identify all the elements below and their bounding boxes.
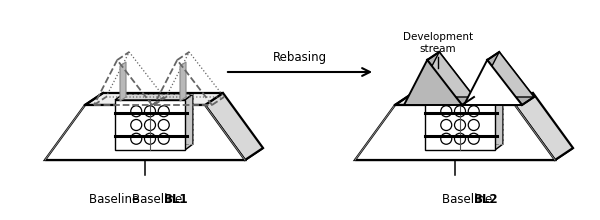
Polygon shape <box>416 52 474 97</box>
Polygon shape <box>205 93 263 160</box>
Text: Development
stream: Development stream <box>403 32 473 54</box>
Polygon shape <box>464 60 522 105</box>
Circle shape <box>455 106 466 117</box>
Circle shape <box>441 133 452 144</box>
Polygon shape <box>476 52 534 97</box>
Polygon shape <box>395 93 533 105</box>
Circle shape <box>441 106 452 117</box>
Polygon shape <box>425 100 495 150</box>
Circle shape <box>145 106 155 117</box>
Circle shape <box>145 133 155 144</box>
Polygon shape <box>355 148 573 160</box>
Text: Baseline BL1: Baseline BL1 <box>67 193 143 206</box>
Circle shape <box>158 106 169 117</box>
Text: BL1: BL1 <box>164 193 188 206</box>
Circle shape <box>158 119 169 130</box>
Circle shape <box>131 106 142 117</box>
Text: Baseline: Baseline <box>89 193 143 206</box>
Circle shape <box>468 133 479 144</box>
Circle shape <box>441 119 452 130</box>
Circle shape <box>131 133 142 144</box>
Polygon shape <box>85 93 223 105</box>
Polygon shape <box>115 100 185 150</box>
Text: Baseline: Baseline <box>132 193 186 206</box>
Polygon shape <box>404 60 462 105</box>
Polygon shape <box>120 62 126 101</box>
Polygon shape <box>180 62 186 101</box>
Polygon shape <box>427 52 474 105</box>
Text: Rebasing: Rebasing <box>273 51 327 64</box>
Circle shape <box>468 106 479 117</box>
Circle shape <box>455 119 466 130</box>
Circle shape <box>158 133 169 144</box>
Polygon shape <box>355 105 555 160</box>
Circle shape <box>131 119 142 130</box>
Polygon shape <box>45 148 263 160</box>
Text: BL2: BL2 <box>474 193 499 206</box>
Circle shape <box>145 119 155 130</box>
Circle shape <box>468 119 479 130</box>
Polygon shape <box>45 105 245 160</box>
Polygon shape <box>115 94 193 100</box>
Polygon shape <box>425 94 503 100</box>
Circle shape <box>455 133 466 144</box>
Polygon shape <box>515 93 573 160</box>
Polygon shape <box>487 52 534 105</box>
Text: Baseline: Baseline <box>442 193 496 206</box>
Polygon shape <box>185 94 193 150</box>
Polygon shape <box>495 94 503 150</box>
